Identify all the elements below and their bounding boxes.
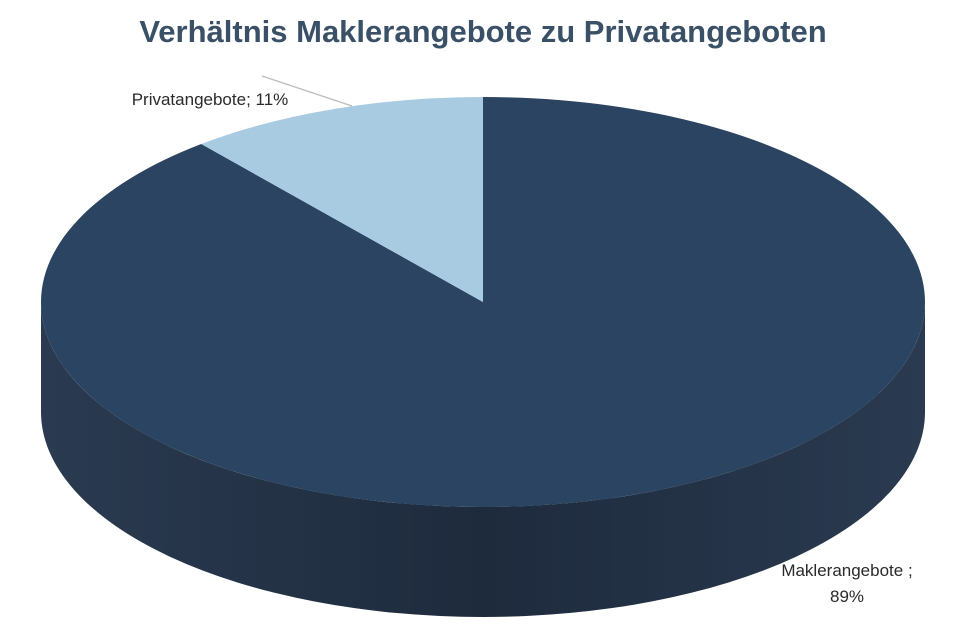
data-label: Maklerangebote ; 89% [781, 561, 913, 606]
pie-side [41, 302, 925, 617]
chart-title: Verhältnis Maklerangebote zu Privatangeb… [139, 14, 826, 49]
leader-line [261, 75, 353, 107]
data-label: Privatangebote; 11% [131, 90, 289, 109]
pie-slice [201, 97, 483, 302]
